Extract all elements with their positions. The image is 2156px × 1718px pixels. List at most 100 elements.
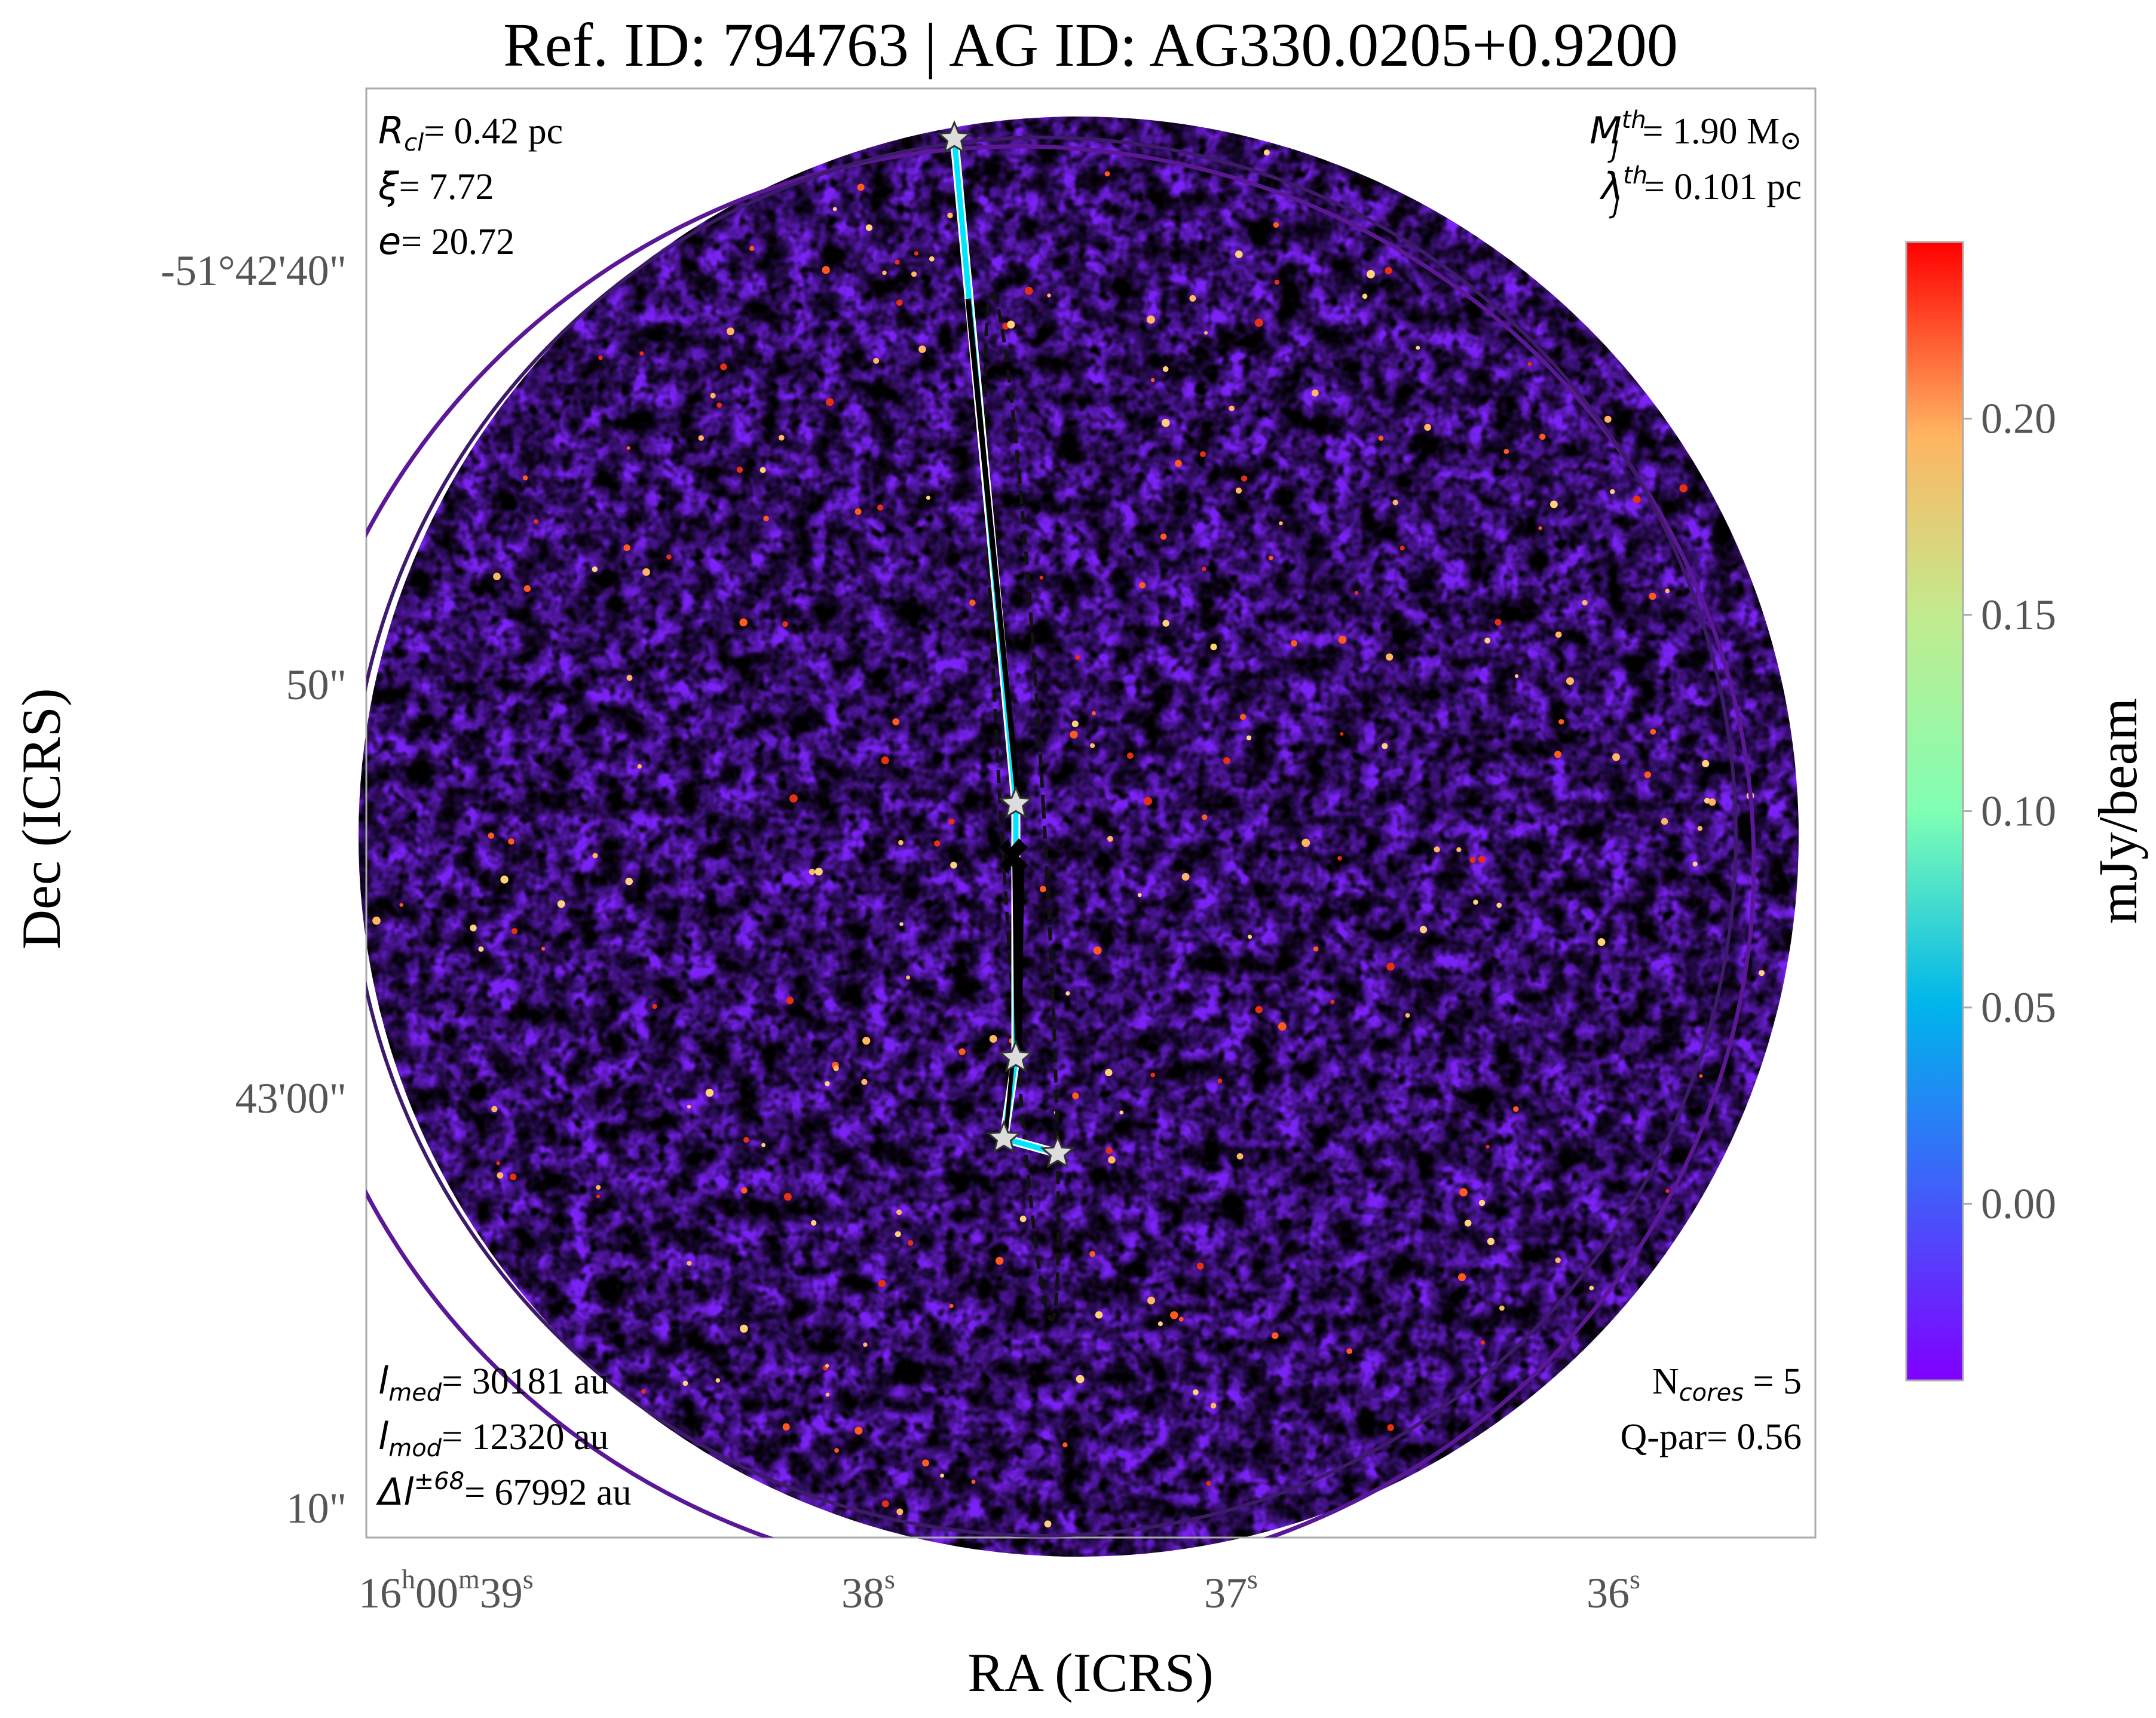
noise-peak xyxy=(1582,600,1588,606)
noise-peak xyxy=(1044,1520,1052,1528)
convex-hull-circle xyxy=(366,136,1738,1538)
noise-peak xyxy=(1150,1073,1156,1077)
noise-peak xyxy=(652,1004,657,1009)
noise-peak xyxy=(1210,1402,1217,1409)
noise-peak xyxy=(825,1081,830,1086)
noise-peak xyxy=(1193,1389,1199,1395)
x-tick-seconds: 37 xyxy=(1204,1569,1247,1617)
noise-peak xyxy=(1246,735,1252,740)
colorbar-label: mJy/beam xyxy=(2087,698,2148,924)
noise-peak xyxy=(958,1048,966,1055)
noise-peak xyxy=(1473,899,1478,905)
noise-peak xyxy=(1665,1189,1670,1193)
noise-peak xyxy=(1235,487,1242,494)
noise-peak xyxy=(1604,415,1612,423)
rcl-symbol: R xyxy=(378,109,404,152)
noise-peak xyxy=(760,467,766,473)
noise-peak xyxy=(1550,500,1558,509)
noise-peak xyxy=(969,599,976,606)
noise-peak xyxy=(855,508,862,515)
chart-title: Ref. ID: 794763 | AG ID: AG330.0205+0.92… xyxy=(503,11,1678,79)
noise-peak xyxy=(1566,677,1574,685)
noise-peak xyxy=(1759,970,1765,976)
noise-peak xyxy=(881,756,889,764)
noise-peak xyxy=(1487,1238,1494,1245)
annotation-top-right: Mth J = 1.90 M⊙ λth J = 0.101 pc xyxy=(1590,106,1802,219)
noise-peak xyxy=(736,466,743,473)
noise-peak xyxy=(491,1105,498,1113)
noise-peak xyxy=(782,1423,790,1431)
noise-peak xyxy=(1354,590,1359,595)
y-tick-label: 43'00" xyxy=(235,1074,347,1122)
annotation-top-left: Rcl= 0.42 pc ξ= 7.72 e= 20.72 xyxy=(378,109,563,263)
noise-peak xyxy=(592,853,598,859)
noise-peak xyxy=(873,357,880,364)
noise-peak xyxy=(1385,267,1392,275)
delta-l-symbol: Δl xyxy=(376,1470,414,1514)
noise-peak xyxy=(1105,1068,1113,1077)
noise-peak xyxy=(1692,861,1698,867)
noise-peak xyxy=(763,516,769,522)
noise-peak xyxy=(825,1392,830,1397)
mj-superscript: th xyxy=(1622,106,1646,134)
noise-peak xyxy=(940,1474,944,1478)
ellipses xyxy=(366,136,1756,1538)
svg-text:Δl±68= 67992 au: Δl±68= 67992 au xyxy=(376,1468,632,1514)
noise-peak xyxy=(1555,631,1562,638)
xi-symbol: ξ xyxy=(378,164,399,208)
x-tick-h-sup: h xyxy=(402,1564,415,1594)
noise-peak xyxy=(1248,935,1252,939)
noise-peak xyxy=(1387,1424,1394,1431)
noise-peak xyxy=(1486,1144,1490,1149)
noise-peak xyxy=(642,568,650,576)
noise-peak xyxy=(1362,293,1368,299)
noise-peak xyxy=(892,718,899,725)
noise-peak xyxy=(626,675,633,681)
noise-peak xyxy=(947,212,953,219)
noise-peak xyxy=(865,224,872,231)
noise-peak xyxy=(1633,495,1641,504)
noise-peak xyxy=(1075,654,1080,660)
noise-peak xyxy=(1104,171,1110,177)
noise-peak xyxy=(1366,270,1375,278)
colorbar-tick-label: 0.00 xyxy=(1981,1180,2056,1227)
noise-peak xyxy=(1039,575,1044,580)
y-axis-label: Dec (ICRS) xyxy=(11,688,72,950)
noise-peak xyxy=(511,928,518,935)
noise-peak xyxy=(1644,771,1652,779)
x-axis: 16h00m39s 38s 37s 36s xyxy=(359,1564,1640,1617)
noise-peak xyxy=(1478,856,1486,863)
noise-peak xyxy=(478,946,484,952)
noise-peak xyxy=(1612,753,1620,761)
noise-peak xyxy=(1210,644,1217,651)
noise-peak xyxy=(705,1089,714,1097)
core-star-icon xyxy=(998,785,1034,819)
noise-peak xyxy=(1399,546,1405,551)
x-tick-s-sup: s xyxy=(1630,1564,1640,1594)
core-star-icon xyxy=(936,120,972,154)
noise-peak xyxy=(1157,1321,1163,1327)
hotspots xyxy=(372,149,1765,1528)
noise-peak xyxy=(1416,345,1420,350)
x-tick-label: 38s xyxy=(841,1564,895,1617)
noise-peak xyxy=(1229,405,1235,412)
noise-peak xyxy=(855,1426,863,1435)
svg-text:ξ= 7.72: ξ= 7.72 xyxy=(378,164,494,208)
x-tick-m-sup: m xyxy=(458,1564,480,1594)
noise-peak xyxy=(1025,286,1033,295)
noise-peak xyxy=(1378,436,1384,441)
noise-peak xyxy=(1065,991,1070,996)
noise-peak xyxy=(1160,533,1167,540)
noise-peak xyxy=(934,840,941,847)
noise-peak xyxy=(1255,1006,1263,1013)
noise-peak xyxy=(1434,846,1440,853)
noise-peak xyxy=(1311,389,1319,397)
noise-peak xyxy=(1527,362,1532,366)
noise-peak xyxy=(1091,711,1096,715)
noise-peak xyxy=(1558,719,1564,725)
noise-peak xyxy=(1538,526,1542,531)
noise-peak xyxy=(1340,732,1344,736)
mj-value: = 1.90 M xyxy=(1643,111,1780,152)
noise-peak xyxy=(1162,418,1170,427)
